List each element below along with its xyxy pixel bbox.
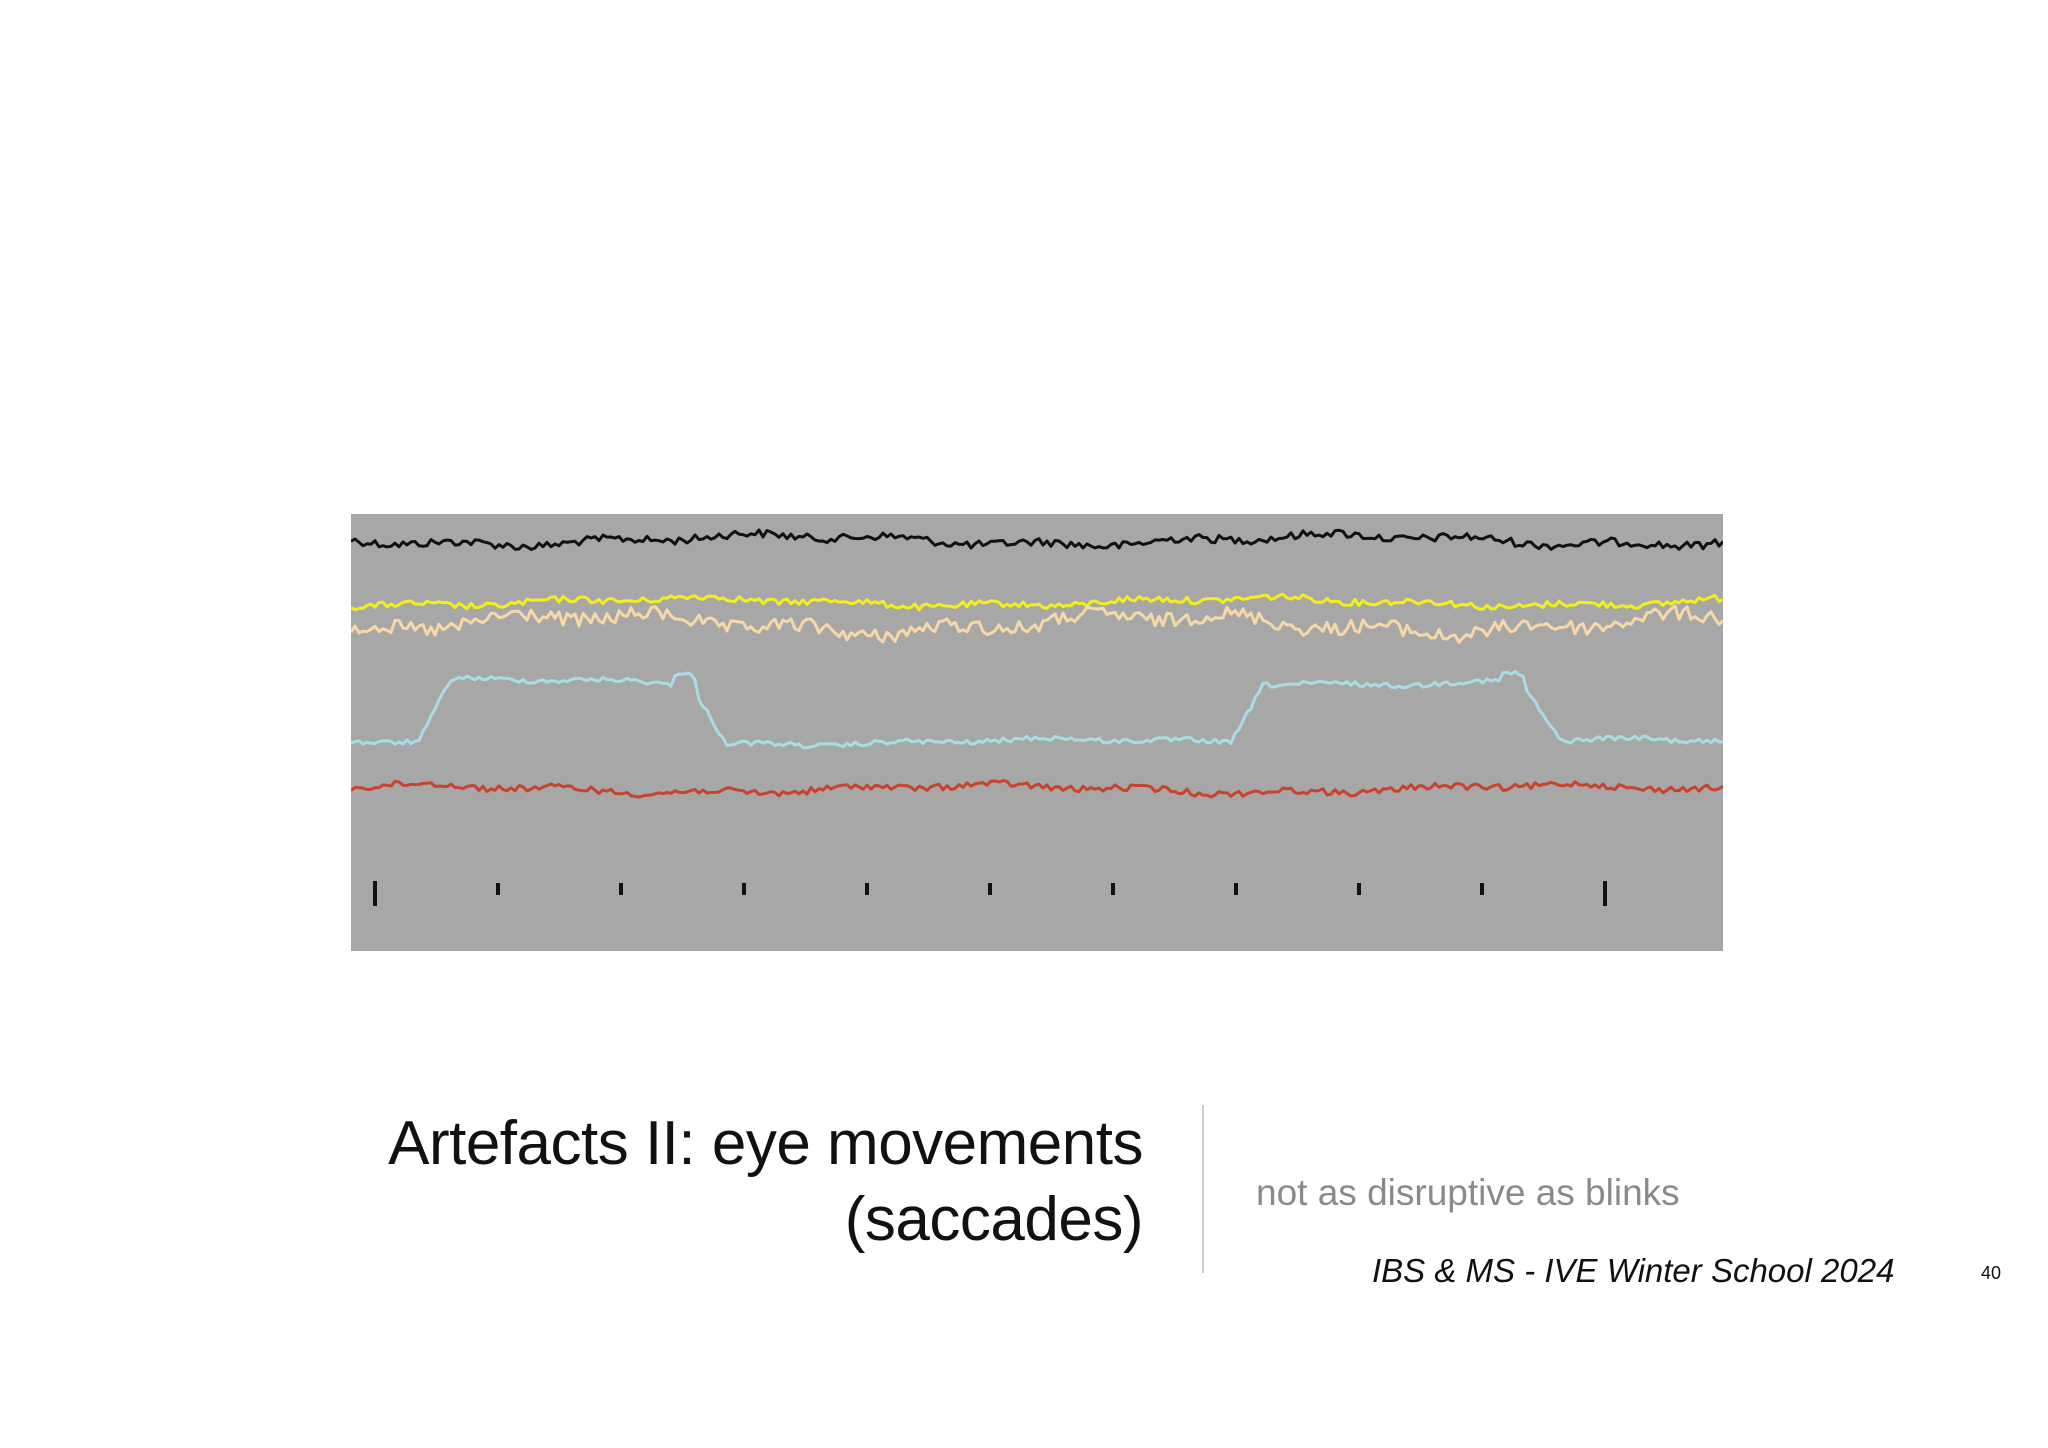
- eeg-channel-yellow: [351, 592, 1723, 612]
- eeg-channel-red: [351, 779, 1723, 799]
- title-divider: [1202, 1105, 1204, 1273]
- page-number: 40: [1981, 1263, 2002, 1283]
- eeg-channel-black: [351, 528, 1723, 551]
- slide-subtitle: not as disruptive as blinks: [1256, 1172, 1680, 1213]
- slide-title: Artefacts II: eye movements (saccades): [388, 1106, 1143, 1258]
- slide-title-line1: Artefacts II: eye movements: [388, 1109, 1143, 1178]
- slide-title-line2: (saccades): [844, 1185, 1144, 1254]
- eeg-trace-figure: [351, 514, 1723, 951]
- eeg-channel-peach: [351, 604, 1723, 644]
- eeg-channel-blue: [351, 670, 1723, 750]
- footer-text: IBS & MS - IVE Winter School 2024: [1372, 1252, 1895, 1289]
- eeg-trace-plot: [351, 528, 1723, 906]
